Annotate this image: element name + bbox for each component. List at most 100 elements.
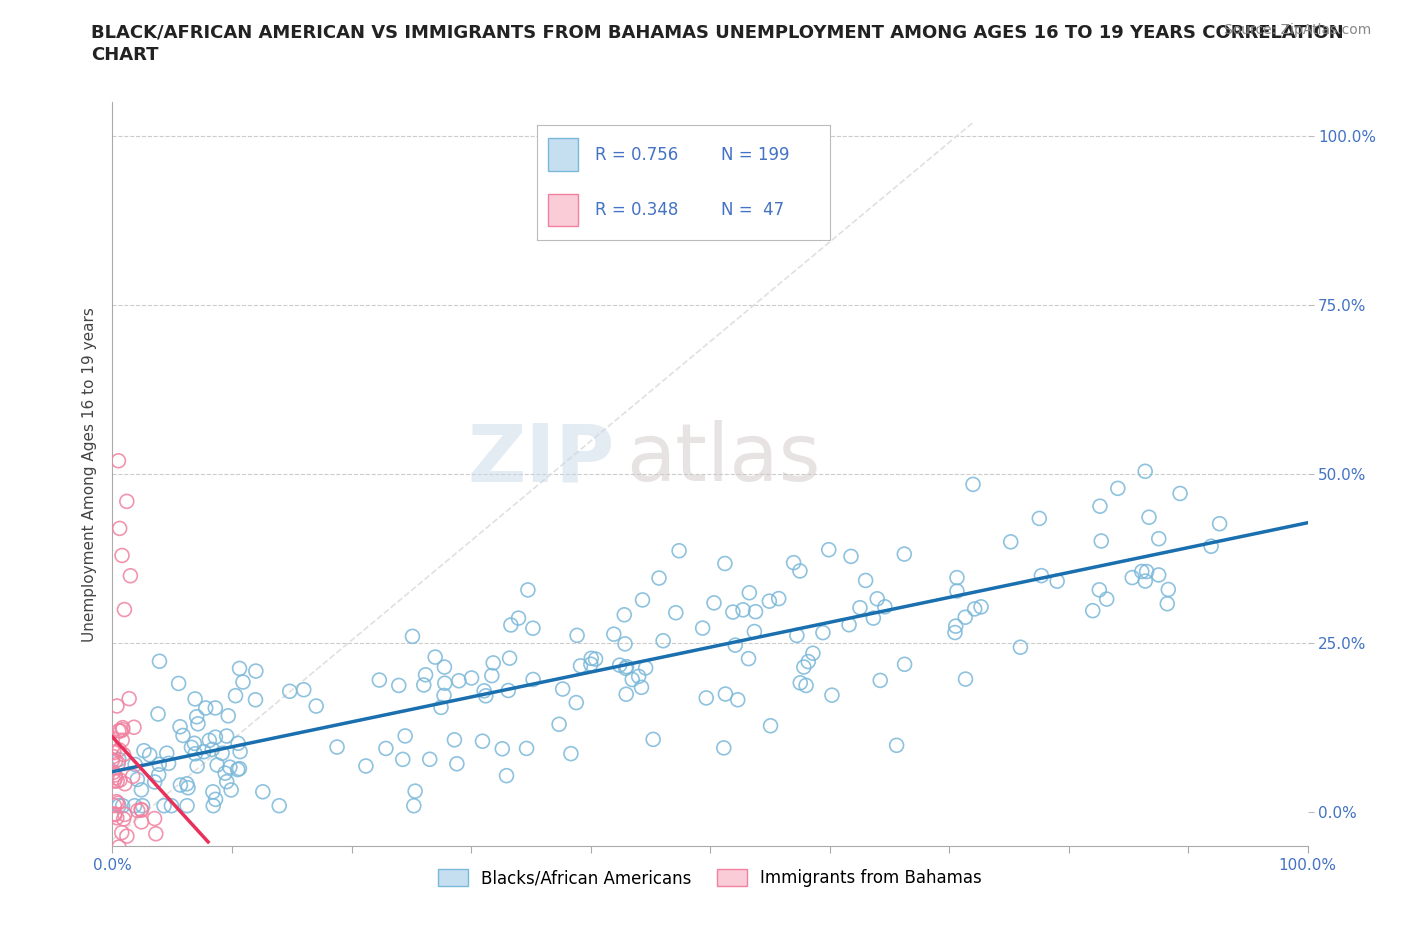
Y-axis label: Unemployment Among Ages 16 to 19 years: Unemployment Among Ages 16 to 19 years <box>82 307 97 642</box>
Point <box>131 782 153 797</box>
Point <box>107 796 129 811</box>
Point <box>522 621 544 636</box>
Point <box>869 673 891 688</box>
Point <box>1130 565 1153 579</box>
Point <box>786 628 808 643</box>
Point <box>108 521 131 536</box>
Point <box>143 775 166 790</box>
Point <box>111 733 134 748</box>
Point <box>194 700 217 715</box>
Point <box>955 671 977 686</box>
Point <box>430 700 453 715</box>
Point <box>104 767 127 782</box>
Point <box>1156 596 1178 611</box>
Point <box>177 780 200 795</box>
Point <box>215 728 238 743</box>
Point <box>121 769 143 784</box>
Point <box>447 673 470 688</box>
Text: CHART: CHART <box>91 46 159 64</box>
Point <box>278 684 301 698</box>
Point <box>703 595 725 610</box>
Point <box>107 756 129 771</box>
Point <box>475 688 498 703</box>
Point <box>768 591 790 606</box>
Point <box>614 661 637 676</box>
Point <box>551 682 574 697</box>
Point <box>401 629 423 644</box>
Point <box>613 607 636 622</box>
Point <box>226 736 249 751</box>
Point <box>581 651 603 666</box>
Point <box>252 784 274 799</box>
Point <box>695 690 717 705</box>
Point <box>107 453 129 468</box>
Point <box>167 676 190 691</box>
Point <box>862 611 884 626</box>
Point <box>1000 535 1022 550</box>
Point <box>219 782 242 797</box>
Point <box>443 732 465 747</box>
Point <box>1121 570 1143 585</box>
Point <box>111 720 134 735</box>
Point <box>1010 640 1032 655</box>
Point <box>103 798 125 813</box>
Point <box>193 744 215 759</box>
Point <box>811 625 834 640</box>
Point <box>1136 565 1159 579</box>
Point <box>498 683 520 698</box>
Point <box>204 730 226 745</box>
Point <box>652 633 675 648</box>
Point <box>104 770 127 785</box>
Point <box>738 585 761 600</box>
Point <box>105 698 128 713</box>
Point <box>292 683 315 698</box>
Point <box>172 728 194 743</box>
Point <box>522 672 544 687</box>
Point <box>127 804 149 818</box>
Point <box>849 600 872 615</box>
Point <box>789 675 811 690</box>
Point <box>1135 574 1157 589</box>
Point <box>731 603 754 618</box>
Point <box>721 604 744 619</box>
Point <box>579 657 602 671</box>
Legend: Blacks/African Americans, Immigrants from Bahamas: Blacks/African Americans, Immigrants fro… <box>432 862 988 894</box>
Point <box>603 627 626 642</box>
Point <box>943 625 966 640</box>
Point <box>460 671 482 685</box>
Point <box>1031 568 1053 583</box>
Point <box>472 684 495 698</box>
Point <box>201 742 224 757</box>
Point <box>198 733 221 748</box>
Point <box>482 656 505 671</box>
Point <box>946 570 969 585</box>
Point <box>183 736 205 751</box>
Point <box>391 752 413 767</box>
Point <box>1028 511 1050 525</box>
Point <box>609 658 631 672</box>
Point <box>124 798 146 813</box>
Point <box>627 669 650 684</box>
Point <box>120 568 142 583</box>
Point <box>225 688 247 703</box>
Point <box>101 731 124 746</box>
Point <box>127 772 149 787</box>
Point <box>614 636 637 651</box>
Point <box>412 678 434 693</box>
Point <box>565 628 588 643</box>
Point <box>388 678 411 693</box>
Point <box>794 678 817 693</box>
Point <box>495 768 517 783</box>
Point <box>108 840 131 855</box>
Point <box>211 746 233 761</box>
Point <box>132 743 155 758</box>
Point <box>893 547 915 562</box>
Point <box>105 774 128 789</box>
Point <box>1081 604 1104 618</box>
Point <box>232 674 254 689</box>
Point <box>219 760 242 775</box>
Point <box>124 757 146 772</box>
Point <box>404 784 426 799</box>
Point <box>692 620 714 635</box>
Point <box>202 798 225 813</box>
